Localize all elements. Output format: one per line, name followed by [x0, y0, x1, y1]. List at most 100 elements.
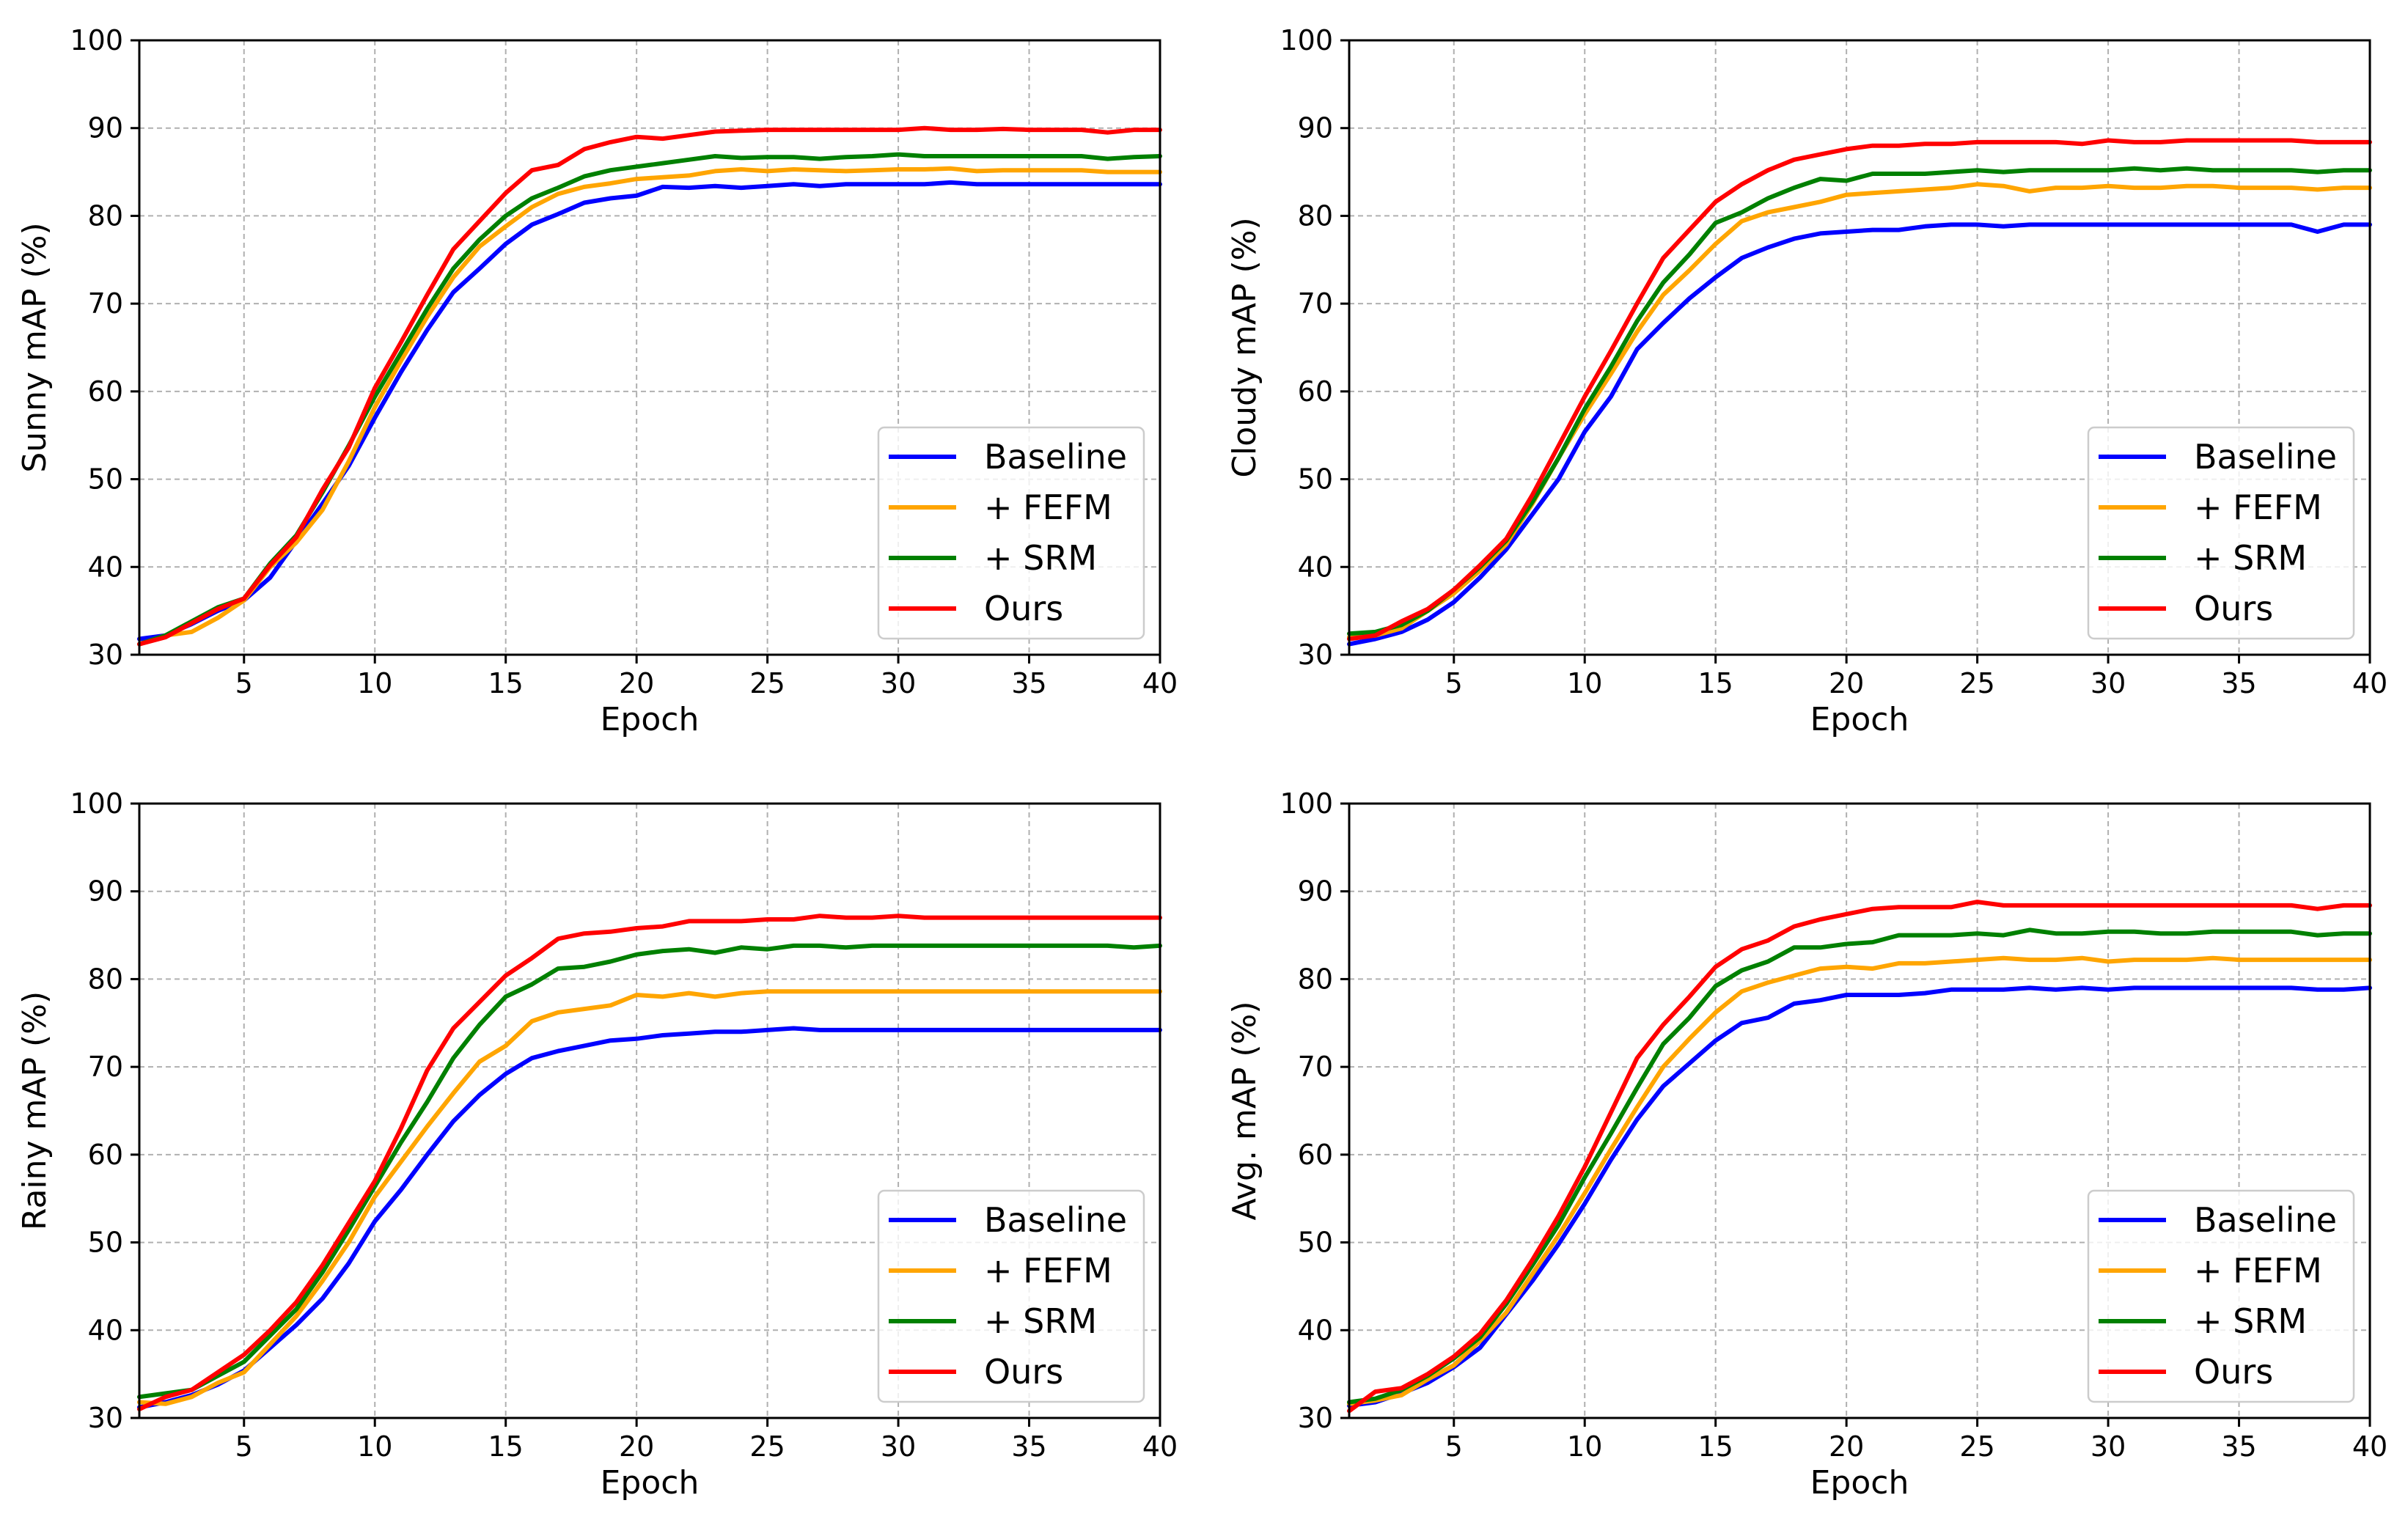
y-axis-label: Cloudy mAP (%)	[1226, 217, 1263, 477]
y-tick-label: 90	[88, 112, 123, 144]
legend: Baseline + FEFM + SRM Ours	[2087, 426, 2355, 640]
y-tick-label: 30	[88, 639, 123, 671]
y-tick-label: 90	[88, 875, 123, 908]
y-tick-label: 100	[1280, 24, 1333, 56]
series-line-fefm	[137, 166, 1162, 647]
x-tick-label: 35	[1011, 1430, 1046, 1463]
x-axis-label: Epoch	[1810, 1464, 1909, 1502]
y-tick-label: 100	[1280, 787, 1333, 820]
x-tick-label: 30	[2091, 1430, 2126, 1463]
legend-label: Baseline	[984, 437, 1127, 477]
y-tick-label: 70	[88, 1051, 123, 1083]
x-tick-label: 20	[1829, 667, 1864, 699]
x-tick-label: 40	[1142, 1430, 1178, 1463]
plot-frame	[138, 802, 1161, 1419]
y-tick-label: 30	[88, 1402, 123, 1434]
series-line-srm	[1347, 166, 2372, 636]
series-line-fefm	[1347, 955, 2372, 1406]
legend-label: + FEFM	[984, 1251, 1112, 1290]
x-tick-label: 30	[2091, 667, 2126, 699]
legend-label: Ours	[984, 589, 1063, 628]
x-tick-label: 35	[1011, 667, 1046, 699]
series-line-baseline	[1347, 985, 2372, 1408]
x-tick-label: 10	[1567, 1430, 1602, 1463]
y-axis-label: Avg. mAP (%)	[1226, 1001, 1263, 1220]
y-tick-label: 80	[1298, 199, 1333, 232]
x-tick-label: 25	[749, 667, 785, 699]
series-line-ours	[137, 125, 1162, 647]
series-line-fefm	[137, 989, 1162, 1406]
y-tick-label: 100	[70, 787, 123, 820]
x-tick-label: 15	[488, 667, 524, 699]
x-tick-label: 20	[619, 1430, 654, 1463]
legend-label: Baseline	[2194, 1200, 2337, 1240]
legend-label: Ours	[984, 1352, 1063, 1392]
series-line-srm	[137, 943, 1162, 1400]
y-tick-label: 40	[88, 1314, 123, 1346]
series-line-baseline	[137, 180, 1162, 642]
legend-label: + SRM	[2194, 1301, 2307, 1341]
y-tick-label: 60	[1298, 375, 1333, 408]
y-tick-label: 60	[88, 375, 123, 408]
x-tick-label: 40	[2352, 1430, 2387, 1463]
x-tick-label: 25	[1959, 667, 1994, 699]
y-tick-label: 50	[88, 1227, 123, 1259]
y-tick-label: 60	[88, 1139, 123, 1171]
y-tick-label: 30	[1298, 1402, 1333, 1434]
series-line-ours	[137, 914, 1162, 1411]
y-tick-label: 70	[1298, 1051, 1333, 1083]
y-tick-label: 40	[88, 551, 123, 583]
y-tick-label: 40	[1298, 1314, 1333, 1346]
x-tick-label: 30	[881, 1430, 916, 1463]
legend-label: Baseline	[984, 1200, 1127, 1240]
x-tick-label: 35	[2221, 667, 2256, 699]
y-tick-label: 50	[88, 463, 123, 496]
legend-label: + FEFM	[2194, 488, 2322, 527]
x-tick-label: 35	[2221, 1430, 2256, 1463]
y-tick-label: 90	[1298, 875, 1333, 908]
x-axis-label: Epoch	[601, 701, 700, 738]
series-line-baseline	[137, 1026, 1162, 1410]
series-line-baseline	[1347, 222, 2372, 647]
legend-label: Ours	[2194, 589, 2273, 628]
y-tick-label: 80	[88, 963, 123, 995]
legend: Baseline + FEFM + SRM Ours	[2087, 1189, 2355, 1403]
series-line-ours	[1347, 900, 2372, 1414]
x-tick-label: 5	[235, 1430, 253, 1463]
y-axis-label: Sunny mAP (%)	[16, 222, 54, 472]
x-tick-label: 40	[1142, 667, 1178, 699]
chart-panel-3: 5 10 15 20 25 30 35 40 30 40 50 60 70 80 90 100 Epoch Rai…	[16, 787, 1178, 1502]
x-tick-label: 15	[1698, 1430, 1733, 1463]
x-axis-label: Epoch	[601, 1464, 700, 1502]
x-tick-label: 10	[357, 667, 392, 699]
x-tick-label: 30	[881, 667, 916, 699]
legend-label: Ours	[2194, 1352, 2273, 1392]
y-tick-label: 80	[1298, 963, 1333, 995]
series-line-srm	[1347, 927, 2372, 1405]
legend-label: + SRM	[984, 538, 1097, 578]
x-tick-label: 40	[2352, 667, 2387, 699]
legend-label: + FEFM	[984, 488, 1112, 527]
y-tick-label: 40	[1298, 551, 1333, 583]
chart-panel-4: 5 10 15 20 25 30 35 40 30 40 50 60 70 80 90 100 Epoch Avg…	[1226, 787, 2387, 1502]
plot-frame	[1348, 802, 2371, 1419]
y-tick-label: 70	[88, 287, 123, 320]
y-axis-label: Rainy mAP (%)	[16, 991, 54, 1230]
chart-panel-1: 5 10 15 20 25 30 35 40 30 40 50 60 70 80 90 100 Epoch Sun…	[16, 24, 1178, 738]
legend-box	[877, 426, 1145, 640]
legend-label: + FEFM	[2194, 1251, 2322, 1290]
x-tick-label: 20	[619, 667, 654, 699]
x-tick-label: 15	[1698, 667, 1733, 699]
plot-frame	[138, 39, 1161, 656]
y-tick-label: 50	[1298, 463, 1333, 496]
legend-label: Baseline	[2194, 437, 2337, 477]
x-tick-label: 5	[1445, 1430, 1463, 1463]
plot-frame	[1348, 39, 2371, 656]
x-tick-label: 5	[235, 667, 253, 699]
y-tick-label: 60	[1298, 1139, 1333, 1171]
legend-box	[2087, 1189, 2355, 1403]
legend-label: + SRM	[984, 1301, 1097, 1341]
x-tick-label: 15	[488, 1430, 524, 1463]
